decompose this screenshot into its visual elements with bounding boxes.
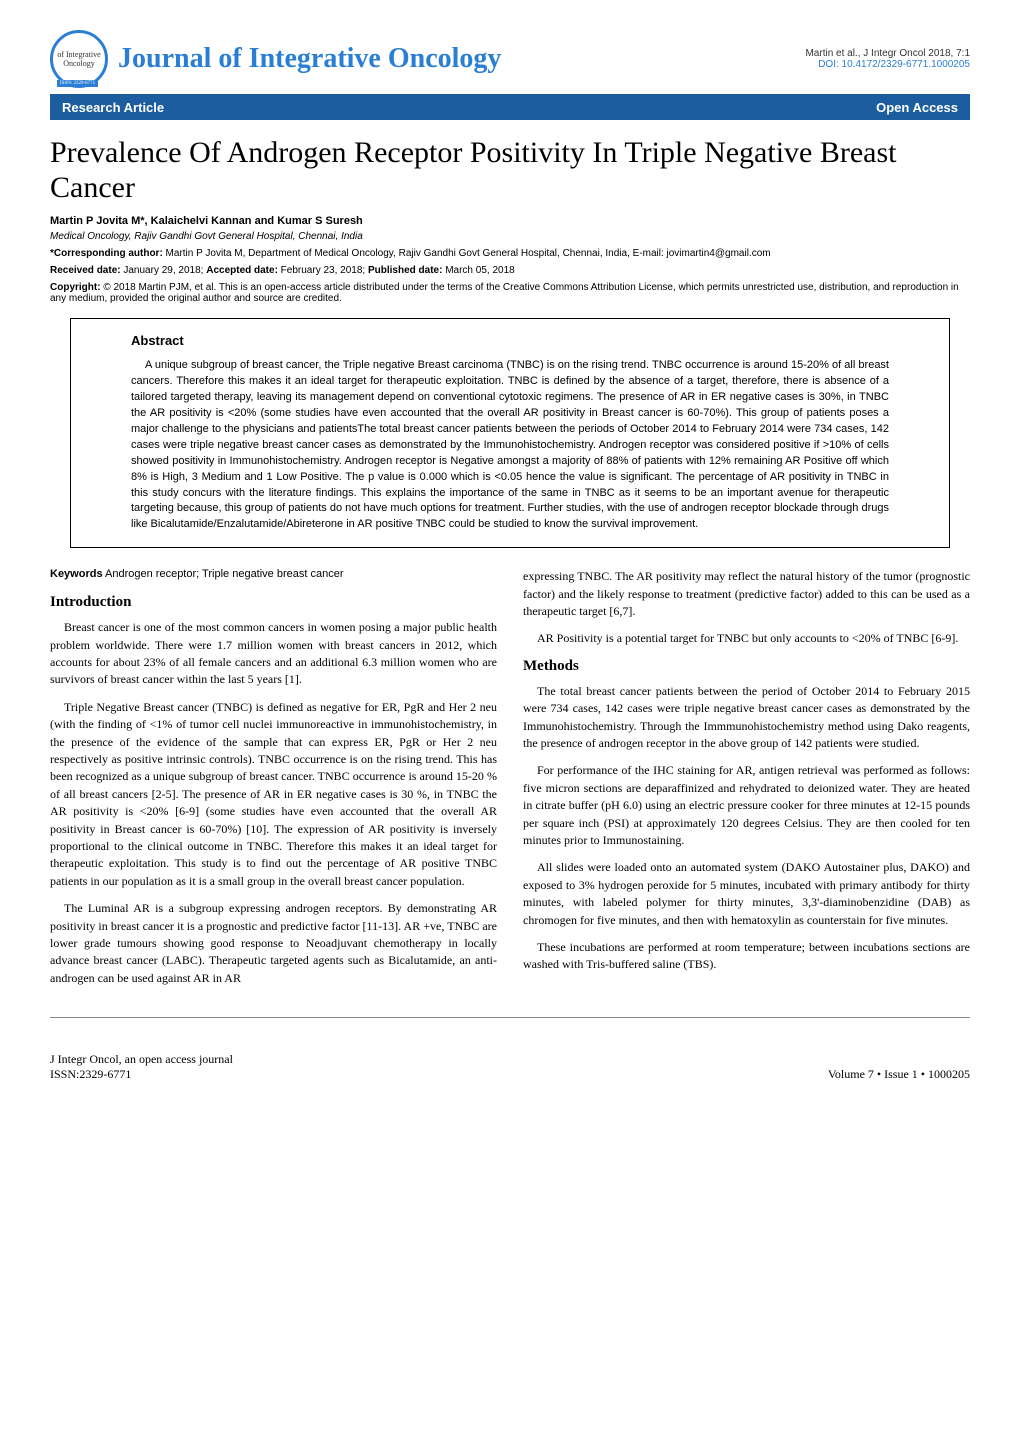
copyright-line: Copyright: © 2018 Martin PJM, et al. Thi… [50, 282, 970, 304]
keywords-text: Androgen receptor; Triple negative breas… [103, 568, 344, 580]
article-type-label: Research Article [62, 100, 164, 115]
doi-link[interactable]: DOI: 10.4172/2329-6771.1000205 [805, 59, 970, 70]
open-access-label: Open Access [876, 100, 958, 115]
footer-right: Volume 7 • Issue 1 • 1000205 [828, 1067, 970, 1082]
copyright-label: Copyright: [50, 282, 101, 293]
abstract-text: A unique subgroup of breast cancer, the … [131, 358, 889, 533]
citation-text: Martin et al., J Integr Oncol 2018, 7:1 [805, 48, 970, 59]
copyright-text: © 2018 Martin PJM, et al. This is an ope… [50, 282, 959, 304]
affiliation-line: Medical Oncology, Rajiv Gandhi Govt Gene… [50, 231, 970, 242]
methods-para-4: These incubations are performed at room … [523, 939, 970, 974]
received-label: Received date: [50, 265, 121, 276]
published-text: March 05, 2018 [442, 265, 514, 276]
dates-line: Received date: January 29, 2018; Accepte… [50, 265, 970, 276]
footer-issn: ISSN:2329-6771 [50, 1067, 233, 1082]
journal-name: Journal of Integrative Oncology [118, 43, 501, 75]
article-title: Prevalence Of Androgen Receptor Positivi… [50, 136, 970, 205]
journal-logo: of Integrative Oncology ISSN: 2329-6771 [50, 30, 108, 88]
issn-badge: ISSN: 2329-6771 [57, 80, 98, 87]
footer-row: J Integr Oncol, an open access journal I… [50, 1042, 970, 1082]
keywords-line: Keywords Androgen receptor; Triple negat… [50, 568, 497, 580]
footer-rule [50, 1017, 970, 1018]
citation-block: Martin et al., J Integr Oncol 2018, 7:1 … [805, 48, 970, 70]
intro-para-1: Breast cancer is one of the most common … [50, 619, 497, 689]
journal-logo-group: of Integrative Oncology ISSN: 2329-6771 … [50, 30, 501, 88]
methods-para-3: All slides were loaded onto an automated… [523, 859, 970, 929]
logo-text: of Integrative Oncology [53, 50, 105, 68]
intro-para-2: Triple Negative Breast cancer (TNBC) is … [50, 699, 497, 890]
methods-para-1: The total breast cancer patients between… [523, 683, 970, 753]
received-text: January 29, 2018; [121, 265, 207, 276]
introduction-heading: Introduction [50, 594, 497, 611]
footer-journal: J Integr Oncol, an open access journal [50, 1052, 233, 1067]
two-column-body: Keywords Androgen receptor; Triple negat… [50, 568, 970, 997]
intro-para-3: The Luminal AR is a subgroup expressing … [50, 900, 497, 987]
keywords-label: Keywords [50, 568, 103, 580]
corresponding-label: *Corresponding author: [50, 248, 163, 259]
methods-heading: Methods [523, 658, 970, 675]
right-column: expressing TNBC. The AR positivity may r… [523, 568, 970, 997]
abstract-box: Abstract A unique subgroup of breast can… [70, 318, 950, 548]
published-label: Published date: [368, 265, 442, 276]
authors-line: Martin P Jovita M*, Kalaichelvi Kannan a… [50, 215, 970, 227]
header-row: of Integrative Oncology ISSN: 2329-6771 … [50, 30, 970, 88]
intro-para-4: AR Positivity is a potential target for … [523, 630, 970, 647]
corresponding-line: *Corresponding author: Martin P Jovita M… [50, 248, 970, 259]
left-column: Keywords Androgen receptor; Triple negat… [50, 568, 497, 997]
intro-para-3-cont: expressing TNBC. The AR positivity may r… [523, 568, 970, 620]
article-type-bar: Research Article Open Access [50, 94, 970, 120]
accepted-label: Accepted date: [206, 265, 278, 276]
accepted-text: February 23, 2018; [278, 265, 368, 276]
methods-para-2: For performance of the IHC staining for … [523, 762, 970, 849]
corresponding-text: Martin P Jovita M, Department of Medical… [163, 248, 771, 259]
abstract-heading: Abstract [131, 333, 889, 348]
footer-left: J Integr Oncol, an open access journal I… [50, 1052, 233, 1082]
